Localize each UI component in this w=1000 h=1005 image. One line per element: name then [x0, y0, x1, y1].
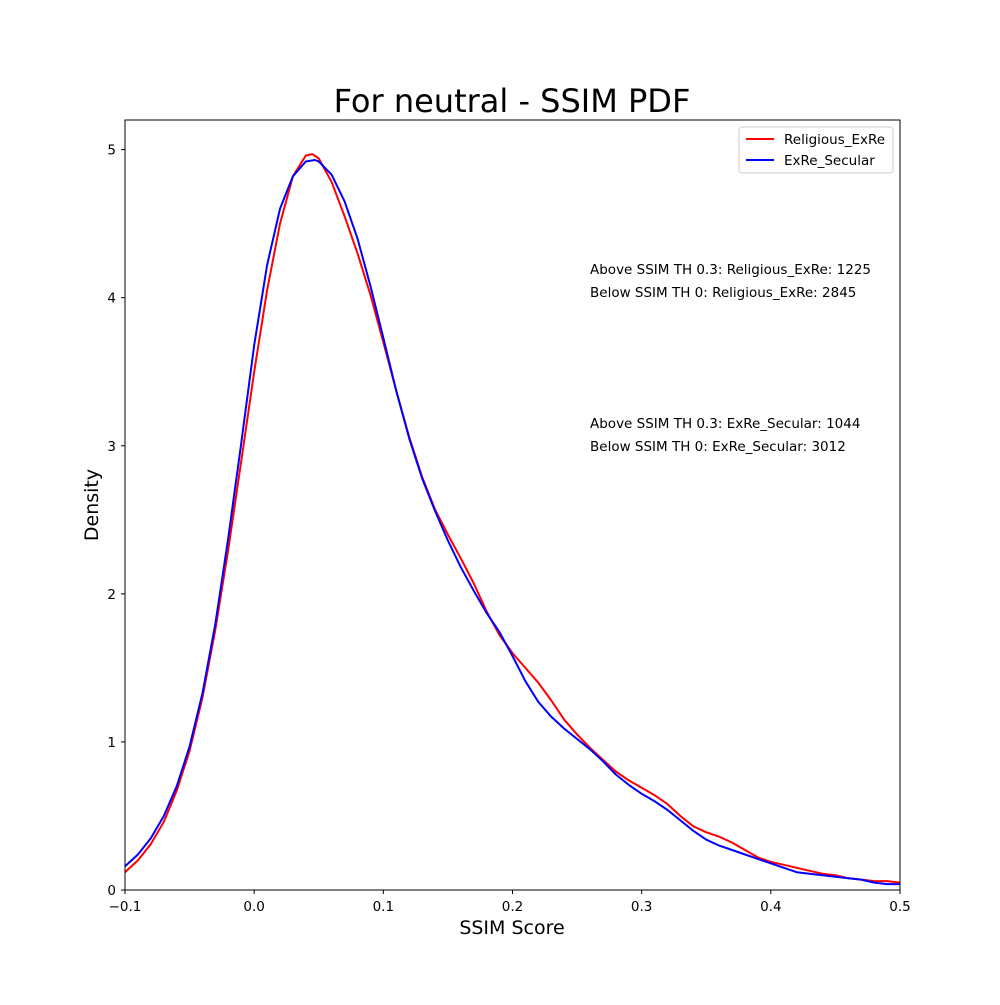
series-layer	[124, 153, 901, 886]
y-tick-label: 4	[107, 291, 116, 307]
annotation-group-religious: Above SSIM TH 0.3: Religious_ExRe: 1225 …	[590, 262, 871, 301]
legend-box	[738, 126, 894, 174]
x-tick-label: 0.2	[502, 899, 523, 915]
y-tick-label: 5	[107, 143, 116, 159]
series-line-exre-secular	[124, 159, 900, 886]
chart-title: For neutral - SSIM PDF	[334, 82, 691, 120]
annotation-group-secular: Above SSIM TH 0.3: ExRe_Secular: 1044 Be…	[590, 416, 860, 455]
y-tick-label: 3	[107, 439, 116, 455]
x-axis-label: SSIM Score	[459, 917, 564, 939]
y-tick-label: 2	[107, 587, 116, 603]
x-tick-label: 0.0	[243, 899, 264, 915]
annotation-secular-below: Below SSIM TH 0: ExRe_Secular: 3012	[590, 439, 846, 455]
x-tick-label: 0.1	[373, 899, 394, 915]
x-tick-label: 0.4	[760, 899, 781, 915]
y-axis-label: Density	[81, 469, 103, 541]
annotation-religious-above: Above SSIM TH 0.3: Religious_ExRe: 1225	[590, 262, 871, 278]
legend-label-religious-exre: Religious_ExRe	[784, 132, 885, 148]
annotation-secular-above: Above SSIM TH 0.3: ExRe_Secular: 1044	[590, 416, 860, 432]
y-tick-label: 1	[107, 735, 116, 751]
x-tick-label: −0.1	[109, 899, 142, 915]
legend: Religious_ExRe ExRe_Secular	[738, 126, 894, 174]
plot-area-frame	[124, 119, 901, 891]
legend-label-exre-secular: ExRe_Secular	[784, 153, 875, 169]
annotation-religious-below: Below SSIM TH 0: Religious_ExRe: 2845	[590, 285, 856, 301]
x-axis-ticks: −0.1 0.0 0.1 0.2 0.3 0.4 0.5	[109, 890, 911, 915]
y-tick-label: 0	[107, 883, 116, 899]
x-tick-label: 0.3	[631, 899, 652, 915]
x-tick-label: 0.5	[889, 899, 910, 915]
y-axis-ticks: 0 1 2 3 4 5	[107, 143, 125, 899]
